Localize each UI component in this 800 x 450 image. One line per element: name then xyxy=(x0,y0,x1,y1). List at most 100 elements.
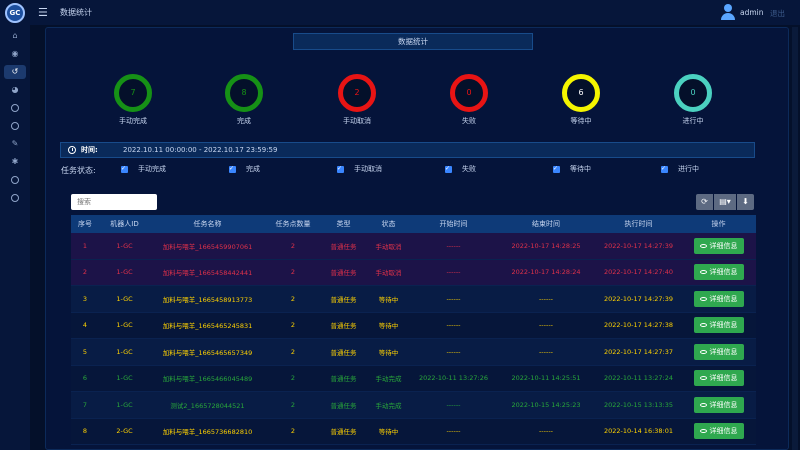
header-cell[interactable]: 机器人ID xyxy=(110,220,139,228)
detail-button[interactable]: 详细信息 xyxy=(693,423,744,440)
action-cell: 详细信息 xyxy=(681,419,756,445)
table-cell: 1-GC xyxy=(116,374,133,383)
filter-checkbox-manual-cancel[interactable]: 手动取消 xyxy=(337,164,382,174)
table-cell: 普通任务 xyxy=(330,375,357,384)
page-title: 数据统计 xyxy=(293,33,533,50)
detail-button-label: 详细信息 xyxy=(709,294,738,303)
header-cell[interactable]: 结束时间 xyxy=(532,220,560,228)
table-cell: 2022-10-15 13:13:35 xyxy=(603,400,674,409)
table-cell: 2022-10-17 14:28:25 xyxy=(511,241,581,250)
table-cell: 普通任务 xyxy=(330,428,357,437)
detail-button-label: 详细信息 xyxy=(709,374,738,383)
checkbox-icon[interactable] xyxy=(445,164,452,173)
home-icon[interactable]: ⌂ xyxy=(12,31,18,40)
header-cell[interactable]: 任务点数量 xyxy=(275,220,311,228)
table-cell: 手动取消 xyxy=(375,242,402,251)
eye-icon xyxy=(699,376,707,381)
time-label: 时间: xyxy=(81,146,98,154)
header-cell[interactable]: 开始时间 xyxy=(439,220,468,228)
refresh-icon[interactable]: ⟳ xyxy=(696,194,713,210)
filter-checkbox-manual-complete[interactable]: 手动完成 xyxy=(121,164,166,174)
detail-button[interactable]: 详细信息 xyxy=(693,396,744,413)
table-row: 2 1-GC 加料与喂羊_1665458442441 2 普通任务 手动取消 ------ 2… xyxy=(71,259,756,286)
logout-link[interactable]: 退出 xyxy=(770,9,785,18)
detail-button[interactable]: 详细信息 xyxy=(693,370,744,387)
header-cell[interactable]: 任务名称 xyxy=(193,220,222,228)
table-cell: ------ xyxy=(538,321,554,330)
action-cell: 详细信息 xyxy=(681,366,756,392)
header-cell[interactable]: 类型 xyxy=(336,220,351,228)
stat-ring: 6 xyxy=(562,74,600,112)
filter-checkbox-failed[interactable]: 失败 xyxy=(445,164,476,174)
table-cell: 等待中 xyxy=(378,428,399,437)
action-cell: 详细信息 xyxy=(681,286,756,312)
action-cell: 详细信息 xyxy=(681,233,756,259)
user-avatar-icon[interactable] xyxy=(721,4,735,20)
gear-icon[interactable]: ✱ xyxy=(11,157,19,166)
header-cell[interactable]: 状态 xyxy=(381,220,396,228)
circle-icon[interactable] xyxy=(4,191,26,205)
table-cell: 等待中 xyxy=(378,295,399,304)
table-cell: 加料与喂羊_1665466045489 xyxy=(162,375,253,384)
detail-button[interactable]: 详细信息 xyxy=(693,343,744,360)
wrench-icon[interactable]: ✎ xyxy=(11,139,19,148)
task-table: 序号 机器人ID 任务名称 任务点数量 类型 状态 开始时间 结束时间 执行时间… xyxy=(71,215,756,445)
time-range-bar[interactable]: 时间: 2022.10.11 00:00:00 - 2022.10.17 23:… xyxy=(60,142,755,158)
table-cell: 2 xyxy=(290,294,296,303)
filter-checkbox-complete[interactable]: 完成 xyxy=(229,164,260,174)
breadcrumb: 数据统计 xyxy=(60,8,92,17)
detail-button-label: 详细信息 xyxy=(709,268,738,277)
header-cell[interactable]: 执行时间 xyxy=(624,220,653,228)
scrollbar[interactable] xyxy=(792,27,798,450)
checkbox-icon[interactable] xyxy=(553,164,560,173)
table-cell: 手动取消 xyxy=(375,269,402,278)
stat-manual-cancel: 2 手动取消 xyxy=(317,74,397,126)
table-cell: 2022-10-14 16:38:01 xyxy=(603,427,674,436)
table-cell: 2 xyxy=(290,400,296,409)
header-cell[interactable]: 序号 xyxy=(78,220,92,228)
table-cell: 2022-10-17 14:27:38 xyxy=(603,321,674,330)
clock-icon xyxy=(68,146,76,154)
checkbox-icon[interactable] xyxy=(661,164,668,173)
table-cell: 2 xyxy=(290,268,296,277)
table-cell: 2 xyxy=(290,427,296,436)
detail-button[interactable]: 详细信息 xyxy=(693,317,744,334)
table-cell: ------ xyxy=(446,400,461,409)
table-cell: 6 xyxy=(82,374,88,383)
table-cell: 2 xyxy=(290,241,296,250)
checkbox-icon[interactable] xyxy=(121,164,128,173)
table-cell: 2022-10-11 13:27:26 xyxy=(418,374,489,383)
search-input[interactable] xyxy=(71,194,157,210)
table-cell: 普通任务 xyxy=(330,269,357,278)
table-cell: 普通任务 xyxy=(330,295,357,304)
table-cell: 等待中 xyxy=(378,322,399,331)
filter-checkbox-waiting[interactable]: 等待中 xyxy=(553,164,591,174)
eye-icon[interactable]: ◉ xyxy=(11,49,19,58)
table-cell: 7 xyxy=(82,400,88,409)
status-filter-label: 任务状态: xyxy=(61,166,96,175)
detail-button-label: 详细信息 xyxy=(709,427,738,436)
circle-icon[interactable] xyxy=(4,101,26,115)
circle-icon[interactable] xyxy=(4,173,26,187)
pie-chart-icon[interactable]: ◕ xyxy=(11,85,19,94)
checkbox-icon[interactable] xyxy=(229,164,236,173)
menu-toggle-icon[interactable]: ☰ xyxy=(38,6,48,19)
detail-button[interactable]: 详细信息 xyxy=(693,237,744,254)
detail-button[interactable]: 详细信息 xyxy=(693,264,744,281)
table-cell: 5 xyxy=(82,347,88,356)
table-cell: 加料与喂羊_1665736682810 xyxy=(162,428,253,437)
filter-checkbox-in-progress[interactable]: 进行中 xyxy=(661,164,699,174)
circle-icon[interactable] xyxy=(4,119,26,133)
detail-button[interactable]: 详细信息 xyxy=(693,290,744,307)
eye-icon xyxy=(699,270,707,275)
checkbox-icon[interactable] xyxy=(337,164,344,173)
table-cell: 2022-10-17 14:28:24 xyxy=(511,268,581,277)
eye-icon xyxy=(699,296,707,301)
table-cell: 2022-10-17 14:27:39 xyxy=(603,241,674,250)
history-icon[interactable]: ↺ xyxy=(4,65,26,79)
table-cell: 1-GC xyxy=(116,400,133,409)
stat-failed: 0 失败 xyxy=(429,74,509,126)
columns-icon[interactable]: ▤▾ xyxy=(714,194,736,210)
username[interactable]: admin xyxy=(740,8,764,17)
download-icon[interactable]: ⬇ xyxy=(737,194,754,210)
